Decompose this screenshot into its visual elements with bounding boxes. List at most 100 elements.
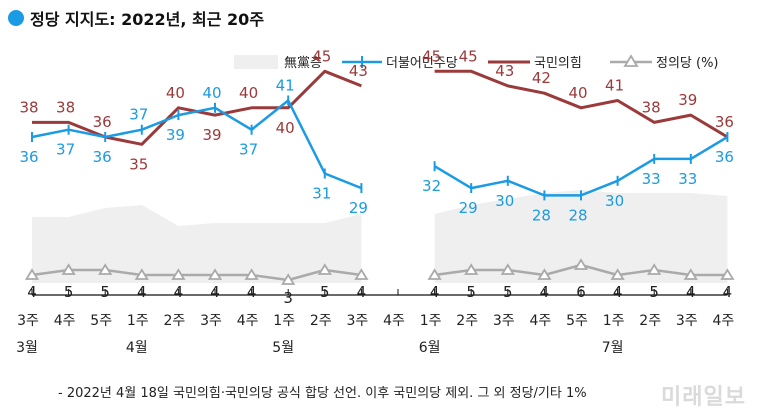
justice-label-17: 5 — [649, 283, 659, 301]
justice-line-0 — [31, 268, 362, 282]
ppp-label-0: 38 — [19, 98, 38, 116]
ppp-label-14: 42 — [532, 69, 551, 87]
justice-point-6 — [244, 268, 259, 280]
ppp-label-13: 43 — [495, 62, 514, 80]
democratic-label-13: 30 — [495, 192, 514, 210]
nonpartisan-area-1 — [434, 190, 728, 283]
justice-label-5: 4 — [210, 283, 220, 301]
democratic-label-4: 39 — [166, 126, 185, 144]
justice-point-0 — [24, 268, 40, 280]
x-tick-label-12: 2주 — [456, 313, 478, 329]
democratic-label-2: 36 — [93, 148, 112, 166]
democratic-label-8: 31 — [312, 185, 331, 203]
democratic-label-7: 41 — [276, 77, 295, 95]
ppp-label-15: 40 — [568, 84, 587, 102]
x-tick-label-9: 3주 — [347, 313, 369, 329]
justice-label-13: 5 — [503, 283, 513, 301]
ppp-label-1: 38 — [56, 98, 75, 116]
ppp-label-4: 40 — [166, 84, 185, 102]
justice-point-2 — [98, 263, 113, 275]
justice-point-14 — [537, 268, 552, 280]
justice-point-19 — [720, 268, 735, 280]
ppp-line-1 — [434, 69, 729, 139]
legend-swatch-nonpartisan — [234, 55, 278, 69]
ppp-label-16: 41 — [605, 77, 624, 95]
footnote: - 2022년 4월 18일 국민의힘·국민의당 공식 합당 선언. 이후 국민… — [58, 386, 587, 401]
justice-point-12 — [464, 263, 479, 275]
justice-label-12: 5 — [466, 283, 476, 301]
democratic-label-5: 40 — [202, 84, 221, 102]
ppp-label-11: 45 — [422, 47, 441, 65]
x-tick-label-14: 4주 — [530, 313, 552, 329]
justice-label-7: 3 — [283, 289, 293, 307]
ppp-label-18: 39 — [678, 91, 697, 109]
justice-label-11: 4 — [430, 283, 440, 301]
justice-point-3 — [134, 268, 149, 280]
x-tick-label-10: 4주 — [383, 313, 405, 329]
democratic-label-11: 32 — [422, 177, 441, 195]
justice-label-18: 4 — [686, 283, 696, 301]
ppp-label-19: 36 — [715, 113, 734, 131]
democratic-label-14: 28 — [532, 206, 551, 224]
legend-label-ppp: 국민의힘 — [534, 56, 582, 71]
x-tick-label-16: 1주 — [603, 313, 625, 329]
x-tick-label-13: 3주 — [493, 313, 515, 329]
justice-label-2: 5 — [100, 283, 110, 301]
x-tick-label-19: 4주 — [713, 313, 735, 329]
ppp-label-2: 36 — [93, 113, 112, 131]
month-label-6월: 6월 — [419, 340, 441, 356]
justice-label-16: 4 — [613, 283, 623, 301]
justice-point-5 — [207, 268, 223, 280]
democratic-label-16: 30 — [605, 192, 624, 210]
democratic-label-18: 33 — [678, 170, 697, 188]
chart-svg: 無黨층 더불어민주당 국민의힘 정의당 (%) 3주 4주 5주 1주 2주 3주 4주 1주 2주 3주… — [16, 47, 735, 356]
justice-label-0: 4 — [27, 283, 37, 301]
justice-label-4: 4 — [174, 283, 184, 301]
legend-marker-justice — [623, 54, 639, 67]
x-tick-label-2: 5주 — [90, 313, 112, 329]
x-tick-label-4: 2주 — [164, 313, 186, 329]
title-bullet-icon — [8, 10, 24, 26]
ppp-label-5: 39 — [202, 126, 221, 144]
justice-label-9: 4 — [357, 283, 367, 301]
legend-label-justice: 정의당 (%) — [656, 56, 719, 71]
democratic-label-1: 37 — [56, 141, 75, 159]
x-tick-label-18: 3주 — [676, 313, 698, 329]
ppp-label-7: 40 — [276, 119, 295, 137]
justice-label-15: 6 — [576, 283, 586, 301]
justice-label-3: 4 — [137, 283, 147, 301]
nonpartisan-area-0 — [32, 205, 362, 283]
ppp-label-8: 45 — [312, 47, 331, 65]
democratic-label-3: 37 — [129, 106, 148, 124]
justice-point-7 — [281, 273, 296, 285]
justice-label-8: 5 — [320, 283, 330, 301]
x-tick-label-7: 1주 — [273, 313, 295, 329]
x-tick-label-3: 1주 — [127, 313, 149, 329]
justice-label-19: 4 — [723, 283, 733, 301]
chart-title: 정당 지지도: 2022년, 최근 20주 — [8, 6, 264, 30]
x-tick-label-17: 2주 — [639, 313, 661, 329]
justice-point-1 — [61, 263, 76, 275]
legend-label-democratic: 더불어민주당 — [386, 56, 458, 71]
justice-label-6: 4 — [247, 283, 257, 301]
ppp-label-9: 43 — [349, 62, 368, 80]
justice-point-15 — [573, 258, 589, 270]
x-tick-label-8: 2주 — [310, 313, 332, 329]
democratic-label-15: 28 — [568, 206, 587, 224]
x-tick-label-15: 5주 — [566, 313, 588, 329]
chart-title-text: 정당 지지도: 2022년, 최근 20주 — [30, 10, 265, 29]
ppp-label-6: 40 — [239, 84, 258, 102]
justice-point-11 — [427, 268, 442, 280]
democratic-label-12: 29 — [459, 199, 478, 217]
watermark: 미래일보 — [661, 385, 746, 410]
justice-point-9 — [354, 268, 369, 280]
justice-label-1: 5 — [64, 283, 74, 301]
democratic-label-17: 33 — [642, 170, 661, 188]
justice-point-16 — [610, 268, 625, 280]
justice-point-17 — [647, 263, 662, 275]
democratic-label-9: 29 — [349, 199, 368, 217]
justice-point-8 — [317, 263, 332, 275]
democratic-label-6: 37 — [239, 141, 258, 159]
month-label-3월: 3월 — [16, 340, 38, 356]
ppp-label-3: 35 — [129, 155, 148, 173]
